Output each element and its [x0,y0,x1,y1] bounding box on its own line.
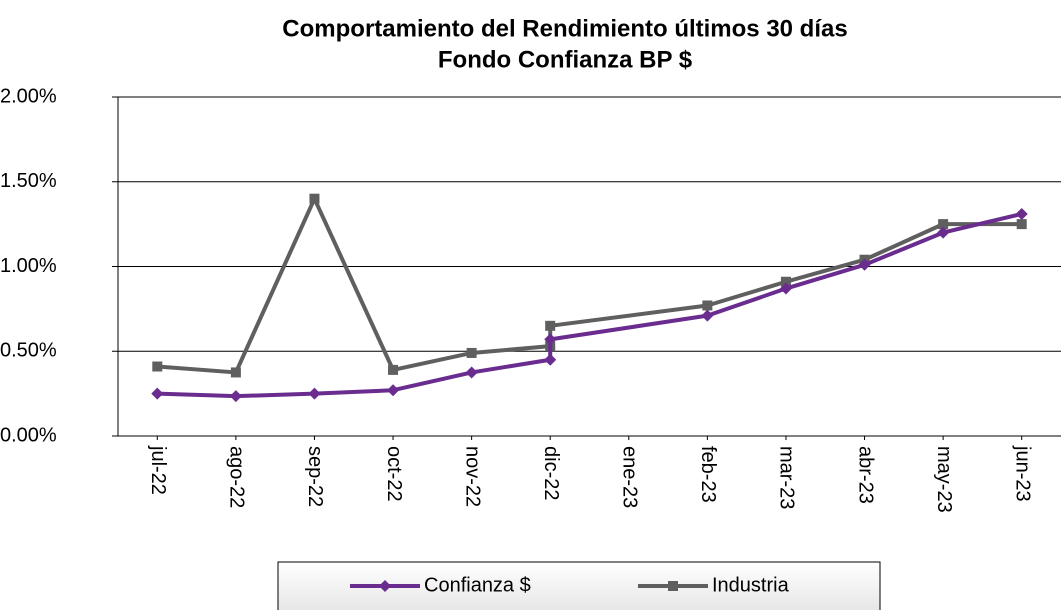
marker [937,226,950,239]
marker [230,367,241,378]
marker [858,258,871,271]
marker [465,366,478,379]
marker [701,309,714,322]
marker [379,580,391,592]
series-line [157,212,1023,399]
marker [938,219,949,230]
y-tick-label: 2.00% [0,85,57,107]
x-tick-label: mar-23 [776,446,798,509]
marker [1015,207,1028,220]
marker [388,364,399,375]
chart-title: Comportamiento del Rendimiento últimos 3… [282,15,847,42]
x-tick-label: ene-23 [619,446,641,508]
x-tick-label: jul-22 [147,445,169,495]
chart-title: Fondo Confianza BP $ [438,46,693,73]
y-tick-label: 0.50% [0,340,57,362]
x-tick-label: abr-23 [854,446,876,504]
marker [702,300,713,311]
x-tick-label: jun-23 [1011,445,1033,502]
marker [1016,219,1027,230]
marker [308,387,321,400]
marker [229,390,242,403]
marker [152,361,163,372]
x-tick-label: may-23 [933,446,955,513]
series-line [157,196,1022,375]
marker [466,347,477,358]
marker [544,333,557,346]
marker [387,384,400,397]
x-tick-label: nov-22 [461,446,483,507]
y-tick-label: 1.50% [0,170,57,192]
x-tick-label: ago-22 [226,446,248,508]
x-tick-label: sep-22 [304,446,326,507]
marker [545,320,556,331]
y-tick-label: 0.00% [0,424,57,446]
x-tick-label: dic-22 [540,446,562,500]
legend-label: Industria [712,574,790,596]
x-tick-label: oct-22 [383,446,405,502]
marker [780,276,791,287]
marker [779,282,792,295]
marker [544,353,557,366]
legend-label: Confianza $ [424,574,531,596]
marker [151,387,164,400]
y-tick-label: 1.00% [0,255,57,277]
marker [668,581,678,591]
x-tick-label: feb-23 [697,446,719,503]
marker [309,193,320,204]
